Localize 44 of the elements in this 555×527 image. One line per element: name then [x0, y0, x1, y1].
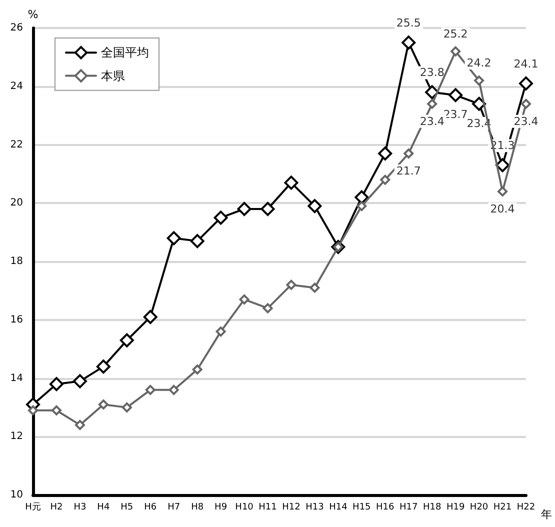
x-tick-label: H8	[191, 502, 204, 512]
x-axis-title: 年	[541, 508, 552, 521]
x-tick-label: H19	[446, 502, 465, 512]
legend-label: 全国平均	[101, 46, 149, 60]
y-tick-label: 24	[10, 80, 23, 92]
legend-label: 本県	[101, 68, 125, 83]
y-tick-label: 26	[10, 22, 23, 34]
x-tick-label: H5	[120, 502, 134, 512]
data-label: 25.2	[443, 27, 468, 40]
x-tick-label: H22	[516, 502, 536, 512]
y-tick-label: 20	[10, 198, 23, 209]
data-label: 23.4	[514, 114, 538, 128]
x-tick-label: H6	[144, 502, 157, 512]
x-tick-label: H18	[422, 502, 442, 512]
x-tick-label: H9	[214, 502, 228, 512]
x-tick-label: H7	[168, 502, 180, 512]
x-tick-label: H16	[376, 502, 395, 512]
y-tick-label: 22	[10, 139, 23, 150]
y-tick-label: 16	[10, 314, 23, 326]
x-tick-label: H17	[399, 502, 418, 512]
x-tick-label: H14	[329, 502, 348, 512]
x-tick-label: H12	[282, 502, 300, 512]
x-tick-label: H11	[258, 502, 277, 512]
y-tick-label: 14	[10, 372, 23, 384]
y-tick-label: 12	[10, 431, 23, 442]
data-label: 23.8	[420, 66, 444, 80]
data-label: 20.4	[490, 202, 515, 216]
x-tick-label: H21	[493, 502, 512, 512]
x-tick-label: H10	[235, 502, 254, 512]
x-tick-label: H20	[470, 502, 488, 512]
x-tick-label: H13	[306, 502, 324, 512]
y-axis-title: %	[28, 8, 38, 21]
x-tick-label: H2	[50, 502, 63, 512]
data-label: 21.7	[396, 164, 421, 178]
data-label: 24.2	[466, 56, 492, 70]
data-label: 25.5	[396, 16, 421, 30]
x-tick-label: H元	[25, 502, 41, 512]
x-tick-label: H15	[352, 502, 371, 512]
y-tick-label: 10	[10, 490, 23, 500]
x-tick-label: H3	[74, 502, 86, 512]
x-tick-label: H4	[97, 502, 110, 512]
data-label: 23.4	[420, 114, 444, 128]
data-label: 24.1	[514, 57, 538, 70]
y-tick-label: 18	[10, 256, 23, 267]
